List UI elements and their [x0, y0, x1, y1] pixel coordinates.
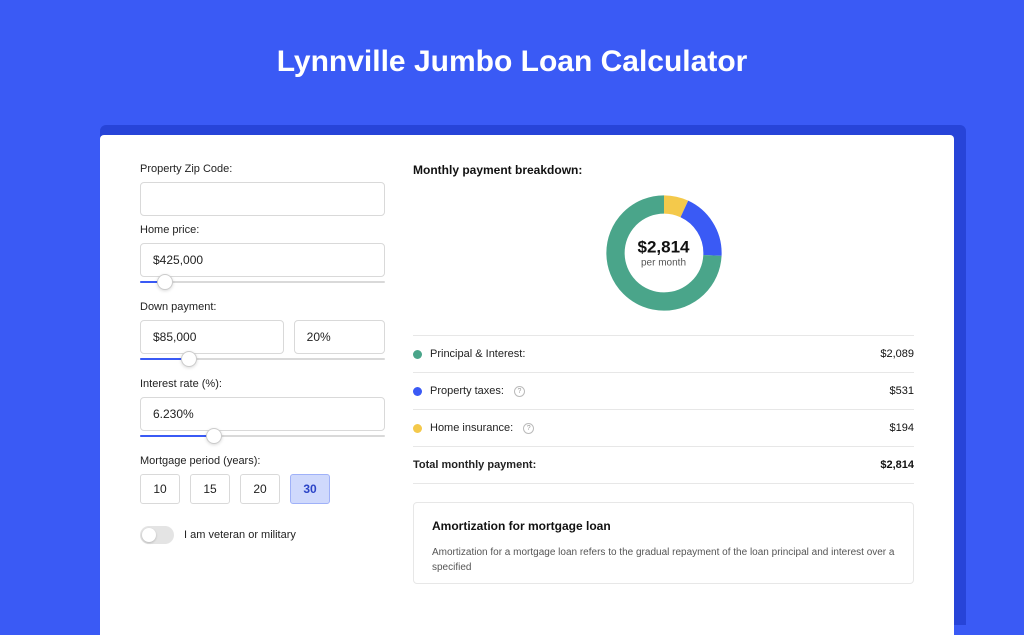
down-payment-label: Down payment:	[140, 301, 385, 313]
donut-amount: $2,814	[638, 238, 690, 258]
interest-rate-slider[interactable]	[140, 429, 385, 447]
slider-thumb[interactable]	[157, 274, 173, 290]
page-title: Lynnville Jumbo Loan Calculator	[0, 0, 1024, 109]
period-option-30[interactable]: 30	[290, 474, 330, 504]
down-payment-input[interactable]	[140, 320, 284, 354]
amortization-box: Amortization for mortgage loan Amortizat…	[413, 502, 914, 584]
slider-fill	[140, 435, 214, 437]
donut-container: $2,814 per month	[413, 189, 914, 317]
slider-rail	[140, 281, 385, 283]
zip-field: Property Zip Code:	[140, 163, 385, 216]
legend-dot	[413, 424, 422, 433]
legend-value: $2,089	[880, 348, 914, 360]
period-option-20[interactable]: 20	[240, 474, 280, 504]
info-icon[interactable]: ?	[523, 423, 534, 434]
mortgage-period-label: Mortgage period (years):	[140, 455, 385, 467]
down-payment-slider[interactable]	[140, 352, 385, 370]
down-payment-field: Down payment:	[140, 301, 385, 370]
period-option-10[interactable]: 10	[140, 474, 180, 504]
zip-label: Property Zip Code:	[140, 163, 385, 175]
zip-input[interactable]	[140, 182, 385, 216]
home-price-slider[interactable]	[140, 275, 385, 293]
toggle-knob	[142, 528, 156, 542]
legend-total-label: Total monthly payment:	[413, 459, 536, 471]
legend-label: Home insurance:	[430, 422, 513, 434]
legend-row: Home insurance:? $194	[413, 410, 914, 447]
donut-chart: $2,814 per month	[600, 189, 728, 317]
breakdown-title: Monthly payment breakdown:	[413, 163, 914, 177]
slider-thumb[interactable]	[206, 428, 222, 444]
info-icon[interactable]: ?	[514, 386, 525, 397]
down-payment-pct-input[interactable]	[294, 320, 385, 354]
home-price-label: Home price:	[140, 224, 385, 236]
form-column: Property Zip Code: Home price: Down paym…	[140, 163, 385, 607]
mortgage-period-field: Mortgage period (years): 10 15 20 30	[140, 455, 385, 504]
legend-total-value: $2,814	[880, 459, 914, 471]
interest-rate-field: Interest rate (%):	[140, 378, 385, 447]
legend-total-row: Total monthly payment: $2,814	[413, 447, 914, 484]
home-price-input[interactable]	[140, 243, 385, 277]
period-option-15[interactable]: 15	[190, 474, 230, 504]
amortization-title: Amortization for mortgage loan	[432, 519, 895, 533]
interest-rate-label: Interest rate (%):	[140, 378, 385, 390]
legend: Principal & Interest: $2,089 Property taxe…	[413, 335, 914, 484]
veteran-row: I am veteran or military	[140, 526, 385, 544]
veteran-label: I am veteran or military	[184, 529, 296, 541]
legend-dot	[413, 350, 422, 359]
calculator-panel: Property Zip Code: Home price: Down paym…	[100, 135, 954, 635]
home-price-field: Home price:	[140, 224, 385, 293]
mortgage-period-options: 10 15 20 30	[140, 474, 385, 504]
veteran-toggle[interactable]	[140, 526, 174, 544]
legend-value: $531	[890, 385, 914, 397]
slider-thumb[interactable]	[181, 351, 197, 367]
legend-label: Principal & Interest:	[430, 348, 525, 360]
donut-sub: per month	[638, 258, 690, 269]
interest-rate-input[interactable]	[140, 397, 385, 431]
legend-row: Principal & Interest: $2,089	[413, 336, 914, 373]
donut-center: $2,814 per month	[638, 238, 690, 269]
legend-value: $194	[890, 422, 914, 434]
legend-label: Property taxes:	[430, 385, 504, 397]
breakdown-column: Monthly payment breakdown: $2,814 per mo…	[413, 163, 914, 607]
legend-row: Property taxes:? $531	[413, 373, 914, 410]
legend-dot	[413, 387, 422, 396]
amortization-text: Amortization for a mortgage loan refers …	[432, 545, 895, 575]
